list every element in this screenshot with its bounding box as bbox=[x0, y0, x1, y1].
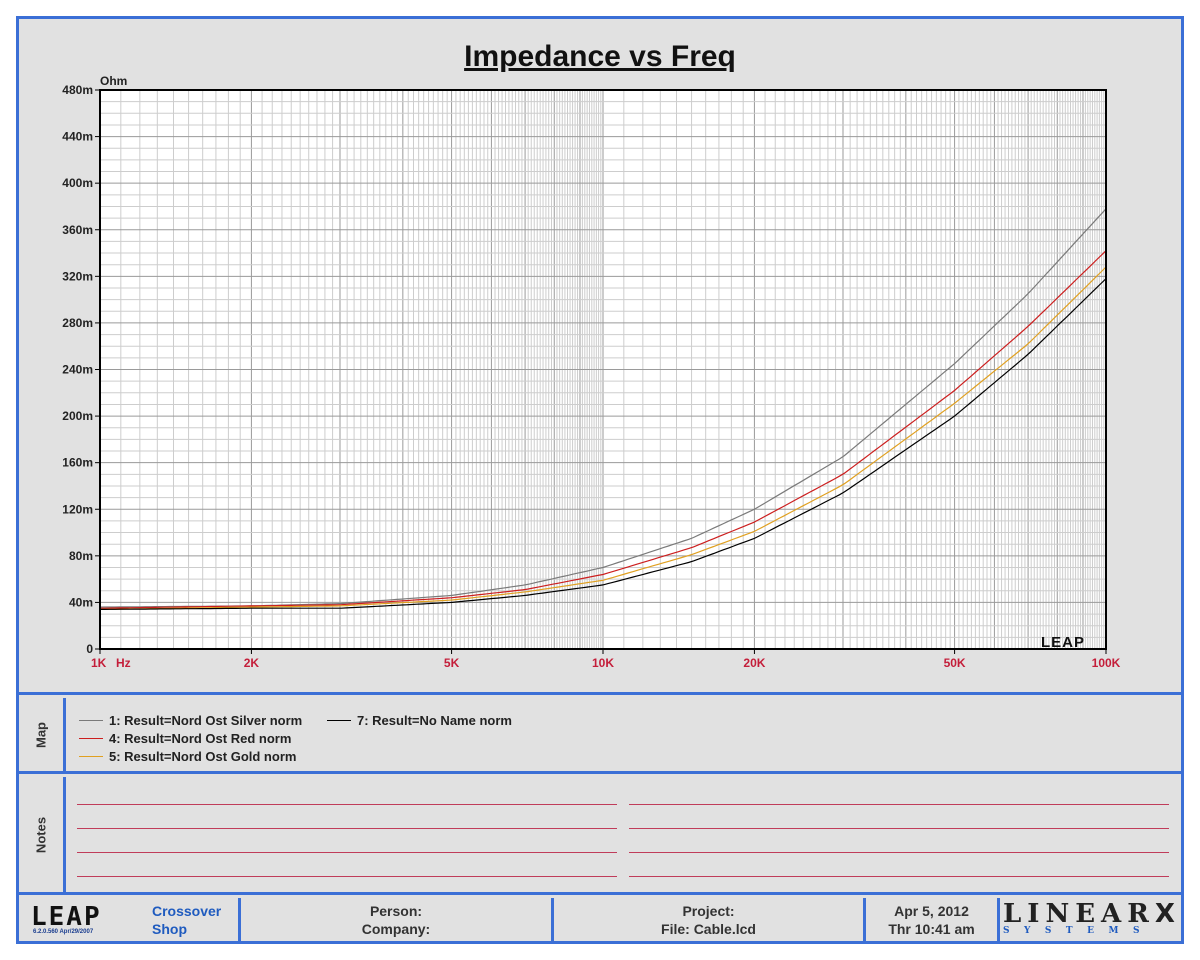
note-line bbox=[77, 804, 617, 805]
axes: 0 40m 80m 120m 160m 200m 240m 280m 320m 360m 400m 4… bbox=[62, 83, 1120, 670]
product-name: Crossover Shop bbox=[152, 903, 222, 937]
notes-section: Notes bbox=[19, 777, 1181, 895]
y-tick-label: 40m bbox=[69, 595, 93, 609]
x-tick-label: 1K bbox=[91, 656, 107, 670]
x-tick-label: 20K bbox=[743, 656, 765, 670]
footer-date-cell: Apr 5, 2012 Thr 10:41 am bbox=[866, 898, 1000, 941]
x-tick-label: 100K bbox=[1092, 656, 1121, 670]
grid bbox=[100, 89, 1106, 650]
file-label: File: Cable.lcd bbox=[661, 921, 756, 937]
y-tick-label: 200m bbox=[62, 409, 93, 423]
y-tick-label: 480m bbox=[62, 83, 93, 97]
report-frame: Impedance vs Freq Ohm 0 40m 80m 120m 160m 200… bbox=[16, 16, 1184, 944]
note-line bbox=[77, 876, 617, 877]
footer-logo-cell: LEAP 6.2.0.560 Apr/29/2007 Crossover Sho… bbox=[19, 898, 241, 941]
legend-swatch bbox=[79, 756, 103, 757]
y-tick-label: 120m bbox=[62, 502, 93, 516]
y-tick-label: 280m bbox=[62, 316, 93, 330]
y-axis-unit: Ohm bbox=[100, 74, 127, 88]
note-line bbox=[629, 828, 1169, 829]
project-label: Project: bbox=[682, 903, 735, 919]
legend: 1: Result=Nord Ost Silver norm 4: Result=… bbox=[79, 712, 1171, 767]
series-line-2 bbox=[100, 250, 1107, 609]
footer-brand-cell: LINEARX SYSTEMS bbox=[1000, 898, 1181, 941]
legend-label: 1: Result=Nord Ost Silver norm bbox=[109, 713, 303, 728]
impedance-chart: Impedance vs Freq Ohm 0 40m 80m 120m 160m 200… bbox=[62, 40, 1120, 670]
x-tick-label: 5K bbox=[444, 656, 460, 670]
series-lines bbox=[99, 208, 1107, 610]
y-tick-label: 320m bbox=[62, 269, 93, 283]
plot-leap-watermark: LEAP bbox=[1041, 634, 1085, 651]
note-line bbox=[77, 852, 617, 853]
x-tick-label: 50K bbox=[944, 656, 966, 670]
note-line bbox=[629, 852, 1169, 853]
series-line-4 bbox=[100, 278, 1107, 610]
y-tick-label: 80m bbox=[69, 549, 93, 563]
chart-title: Impedance vs Freq bbox=[464, 40, 736, 73]
y-tick-label: 400m bbox=[62, 176, 93, 190]
footer: LEAP 6.2.0.560 Apr/29/2007 Crossover Sho… bbox=[19, 898, 1181, 941]
map-label: Map bbox=[19, 698, 66, 771]
leap-logo: LEAP bbox=[31, 902, 102, 932]
notes-lines bbox=[77, 777, 1171, 892]
date-text: Apr 5, 2012 bbox=[894, 903, 969, 919]
legend-item: 7: Result=No Name norm bbox=[327, 712, 512, 729]
note-line bbox=[77, 828, 617, 829]
footer-project-cell: Project: File: Cable.lcd bbox=[554, 898, 866, 941]
legend-swatch bbox=[327, 720, 351, 721]
y-tick-label: 440m bbox=[62, 130, 93, 144]
map-section: Map 1: Result=Nord Ost Silver norm 4: Res… bbox=[19, 698, 1181, 774]
version-text: 6.2.0.560 Apr/29/2007 bbox=[33, 929, 94, 935]
time-text: Thr 10:41 am bbox=[888, 921, 975, 937]
y-tick-label: 360m bbox=[62, 223, 93, 237]
legend-item: 1: Result=Nord Ost Silver norm bbox=[79, 712, 302, 729]
person-label: Person: bbox=[369, 903, 423, 919]
legend-label: 4: Result=Nord Ost Red norm bbox=[109, 731, 292, 746]
legend-label: 5: Result=Nord Ost Gold norm bbox=[109, 749, 297, 764]
series-line-3 bbox=[99, 266, 1107, 610]
footer-person-cell: Person: Company: bbox=[241, 898, 554, 941]
x-tick-label: 10K bbox=[592, 656, 614, 670]
legend-swatch bbox=[79, 738, 103, 739]
legend-swatch bbox=[79, 720, 103, 721]
y-tick-label: 160m bbox=[62, 456, 93, 470]
plot-section: Impedance vs Freq Ohm 0 40m 80m 120m 160m 200… bbox=[19, 19, 1181, 695]
y-tick-label: 240m bbox=[62, 363, 93, 377]
legend-item: 4: Result=Nord Ost Red norm bbox=[79, 730, 291, 747]
y-tick-label: 0 bbox=[86, 642, 93, 656]
legend-item: 5: Result=Nord Ost Gold norm bbox=[79, 748, 296, 765]
notes-label: Notes bbox=[19, 777, 66, 892]
note-line bbox=[629, 804, 1169, 805]
linearx-logo: LINEARX SYSTEMS bbox=[1003, 899, 1175, 936]
note-line bbox=[629, 876, 1169, 877]
x-tick-label: 2K bbox=[244, 656, 260, 670]
legend-label: 7: Result=No Name norm bbox=[357, 713, 512, 728]
x-axis-unit: Hz bbox=[116, 656, 131, 670]
company-label: Company: bbox=[361, 921, 431, 937]
